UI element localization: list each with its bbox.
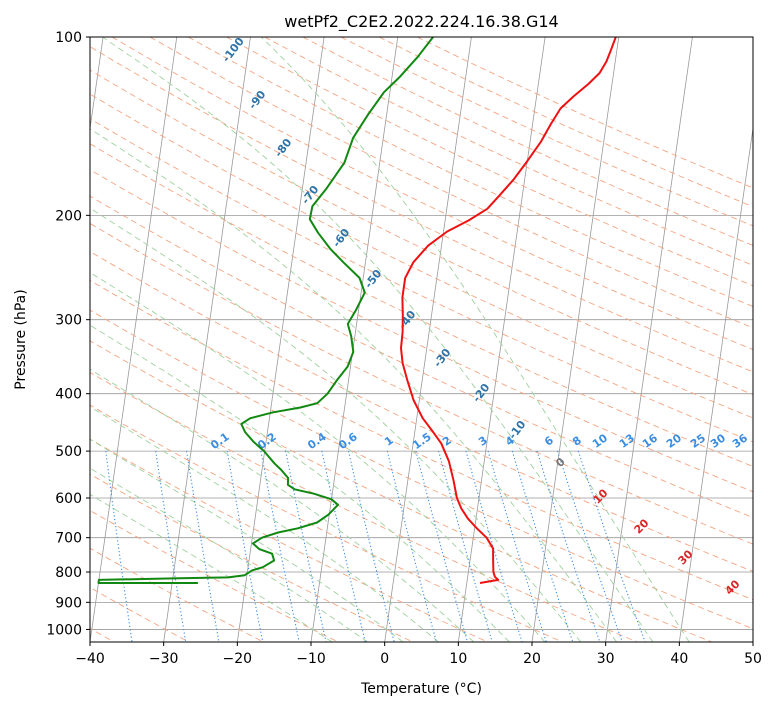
mixing-ratio-line <box>285 450 327 642</box>
isotherm-line <box>457 37 546 642</box>
isotherm-line <box>90 37 178 642</box>
profile-series <box>97 37 617 584</box>
x-tick-label: −20 <box>223 651 253 667</box>
moist-adiabat <box>102 37 654 642</box>
mixing-ratio-line <box>415 450 469 642</box>
moist-adiabat <box>90 438 404 642</box>
dry-adiabat <box>90 279 753 601</box>
x-tick-label: 10 <box>449 651 467 667</box>
mixing-ratio-line <box>577 450 646 642</box>
dry-adiabat <box>90 473 414 642</box>
mixing-ratio-line <box>105 451 133 642</box>
moist-adiabat <box>90 467 368 642</box>
y-tick-label: 500 <box>55 444 82 460</box>
x-axis: −40 −30 −20 −10 0 10 20 30 40 50 <box>75 642 762 667</box>
mixing-ratio-line <box>155 451 187 642</box>
x-tick-label: 40 <box>670 651 688 667</box>
x-tick-label: 30 <box>597 651 615 667</box>
moist-adiabat <box>90 368 475 642</box>
dry-adiabat <box>90 404 563 642</box>
isotherm-line <box>163 37 251 642</box>
x-tick-label: −40 <box>75 651 105 667</box>
dry-adiabat <box>90 340 712 642</box>
dry-adiabat <box>90 586 190 642</box>
x-tick-label: 50 <box>744 651 762 667</box>
y-axis: 100 200 300 400 500 600 700 800 900 1000 <box>46 30 90 638</box>
x-axis-title: Temperature (°C) <box>360 681 482 697</box>
x-tick-label: −30 <box>149 651 179 667</box>
y-tick-label: 700 <box>55 531 82 547</box>
dry-adiabat <box>90 438 488 642</box>
y-tick-label: 800 <box>55 565 82 581</box>
isotherm-line <box>236 37 325 642</box>
chart-title: wetPf2_C2E2.2022.224.16.38.G14 <box>284 12 558 32</box>
x-tick-label: 20 <box>523 651 541 667</box>
dry-adiabat <box>90 371 638 642</box>
plot-frame <box>89 36 754 643</box>
x-tick-label: −10 <box>296 651 326 667</box>
y-tick-label: 100 <box>55 30 82 46</box>
mixing-ratio-line <box>260 450 300 642</box>
y-axis-title: Pressure (hPa) <box>13 289 29 389</box>
temperature-profile <box>400 37 617 584</box>
dry-adiabat <box>90 222 753 545</box>
isotherm-line <box>605 37 693 642</box>
y-tick-label: 600 <box>55 491 82 507</box>
x-tick-label: 0 <box>380 651 389 667</box>
mixing-ratio-line <box>438 450 493 642</box>
mixing-ratio-line <box>226 451 264 642</box>
mixing-ratio-line <box>556 450 623 642</box>
y-tick-label: 1000 <box>46 622 82 638</box>
y-tick-label: 900 <box>55 595 82 611</box>
moist-adiabat <box>90 128 618 642</box>
dewpoint-profile <box>97 37 434 584</box>
y-tick-label: 300 <box>55 313 82 329</box>
background-lines <box>90 37 753 642</box>
dry-adiabat <box>226 37 753 287</box>
moist-adiabat <box>260 37 690 642</box>
dry-adiabat <box>90 251 753 573</box>
moist-adiabat <box>90 271 546 642</box>
mixing-ratio-line <box>321 450 366 642</box>
dry-adiabat <box>90 169 753 493</box>
y-tick-label: 400 <box>55 387 82 403</box>
mixing-ratio-line <box>186 451 220 642</box>
moist-adiabat <box>90 324 510 642</box>
y-tick-label: 200 <box>55 208 82 224</box>
isotherm-line <box>678 125 753 642</box>
moist-adiabat <box>90 493 333 642</box>
mixing-ratio-line <box>386 450 437 642</box>
mixing-ratio-line <box>347 450 395 642</box>
isotherm-line <box>531 37 620 642</box>
dry-adiabat <box>90 309 753 630</box>
isotherm-line <box>384 37 472 642</box>
